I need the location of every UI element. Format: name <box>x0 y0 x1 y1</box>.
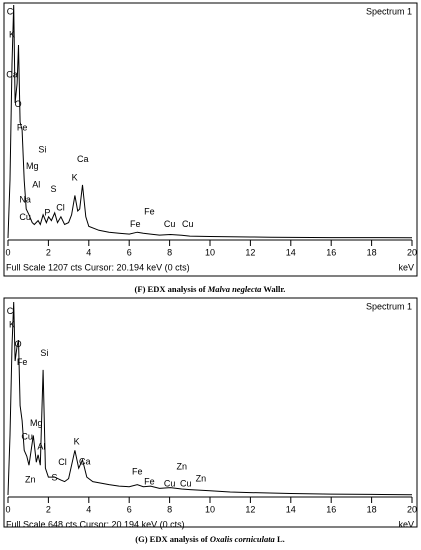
peak-label: K <box>9 320 15 330</box>
x-tick-label: 0 <box>5 504 10 514</box>
peak-label: S <box>50 184 56 194</box>
footer: Full Scale 648 cts Cursor: 20.194 keV (0… <box>6 519 185 529</box>
peak-label: Si <box>40 348 48 358</box>
peak-label: Fe <box>17 357 28 367</box>
peak-label: Ca <box>79 457 91 467</box>
panel-frame <box>3 297 418 528</box>
x-tick-label: 10 <box>205 247 215 257</box>
peak-label: P <box>44 207 50 217</box>
peak-label: Al <box>37 442 45 452</box>
x-tick-label: 2 <box>46 247 51 257</box>
x-tick-label: 2 <box>46 504 51 514</box>
peak-label: Zn <box>196 473 207 483</box>
peak-label: S <box>51 472 57 482</box>
x-tick-label: 8 <box>167 247 172 257</box>
x-tick-label: 14 <box>286 504 296 514</box>
peak-label: Cu <box>164 219 176 229</box>
peak-label: C <box>7 306 14 316</box>
peak-label: O <box>15 339 22 349</box>
footer: Full Scale 1207 cts Cursor: 20.194 keV (… <box>6 262 190 272</box>
x-tick-label: 18 <box>367 504 377 514</box>
peak-label: Mg <box>30 418 43 428</box>
x-axis-label: keV <box>398 262 414 272</box>
peak-label: K <box>9 30 15 40</box>
peak-label: Fe <box>132 466 143 476</box>
caption-part: Oxalis corniculata <box>210 534 276 544</box>
x-tick-label: 14 <box>286 247 296 257</box>
caption-part: L. <box>275 534 285 544</box>
peak-label: Zn <box>176 461 187 471</box>
peak-label: Cu <box>182 219 194 229</box>
caption: (F) EDX analysis of Malva neglecta Wallr… <box>135 284 286 294</box>
x-tick-label: 12 <box>245 504 255 514</box>
peak-label: Na <box>19 195 31 205</box>
spectrum-line <box>7 301 413 496</box>
peak-label: Cu <box>19 212 31 222</box>
peak-label: Mg <box>26 161 39 171</box>
peak-label: Cu <box>164 478 176 488</box>
peak-label: Cl <box>56 202 65 212</box>
peak-label: Fe <box>144 476 155 486</box>
x-tick-label: 10 <box>205 504 215 514</box>
x-tick-label: 4 <box>86 504 91 514</box>
peak-label: C <box>7 7 14 17</box>
peak-label: Al <box>32 179 40 189</box>
x-tick-label: 18 <box>367 247 377 257</box>
x-tick-label: 4 <box>86 247 91 257</box>
peak-label: Fe <box>17 122 28 132</box>
x-tick-label: 12 <box>245 247 255 257</box>
peak-label: Cu <box>21 431 33 441</box>
x-tick-label: 16 <box>326 504 336 514</box>
peak-label: O <box>15 99 22 109</box>
spectrum-title: Spectrum 1 <box>366 301 412 311</box>
caption-part: (F) EDX analysis of <box>135 284 208 294</box>
peak-label: K <box>72 173 78 183</box>
x-tick-label: 0 <box>5 247 10 257</box>
peak-label: Cu <box>180 478 192 488</box>
peak-label: Ca <box>77 154 89 164</box>
peak-label: Si <box>38 145 46 155</box>
spectrum-line <box>7 4 413 239</box>
peak-label: Zn <box>25 474 36 484</box>
spectrum-title: Spectrum 1 <box>366 6 412 16</box>
x-tick-label: 6 <box>127 247 132 257</box>
peak-label: Fe <box>144 206 155 216</box>
x-tick-label: 16 <box>326 247 336 257</box>
x-tick-label: 20 <box>407 504 417 514</box>
caption: (G) EDX analysis of Oxalis corniculata L… <box>135 534 284 544</box>
x-tick-label: 6 <box>127 504 132 514</box>
peak-label: Ca <box>6 69 18 79</box>
x-axis-label: keV <box>398 519 414 529</box>
caption-part: Wallr. <box>261 284 285 294</box>
peak-label: Cl <box>58 457 67 467</box>
caption-part: (G) EDX analysis of <box>135 534 210 544</box>
peak-label: Fe <box>130 219 141 229</box>
peak-label: K <box>74 436 80 446</box>
x-tick-label: 8 <box>167 504 172 514</box>
caption-part: Malva neglecta <box>207 284 262 294</box>
panel-frame <box>3 2 418 277</box>
x-tick-label: 20 <box>407 247 417 257</box>
